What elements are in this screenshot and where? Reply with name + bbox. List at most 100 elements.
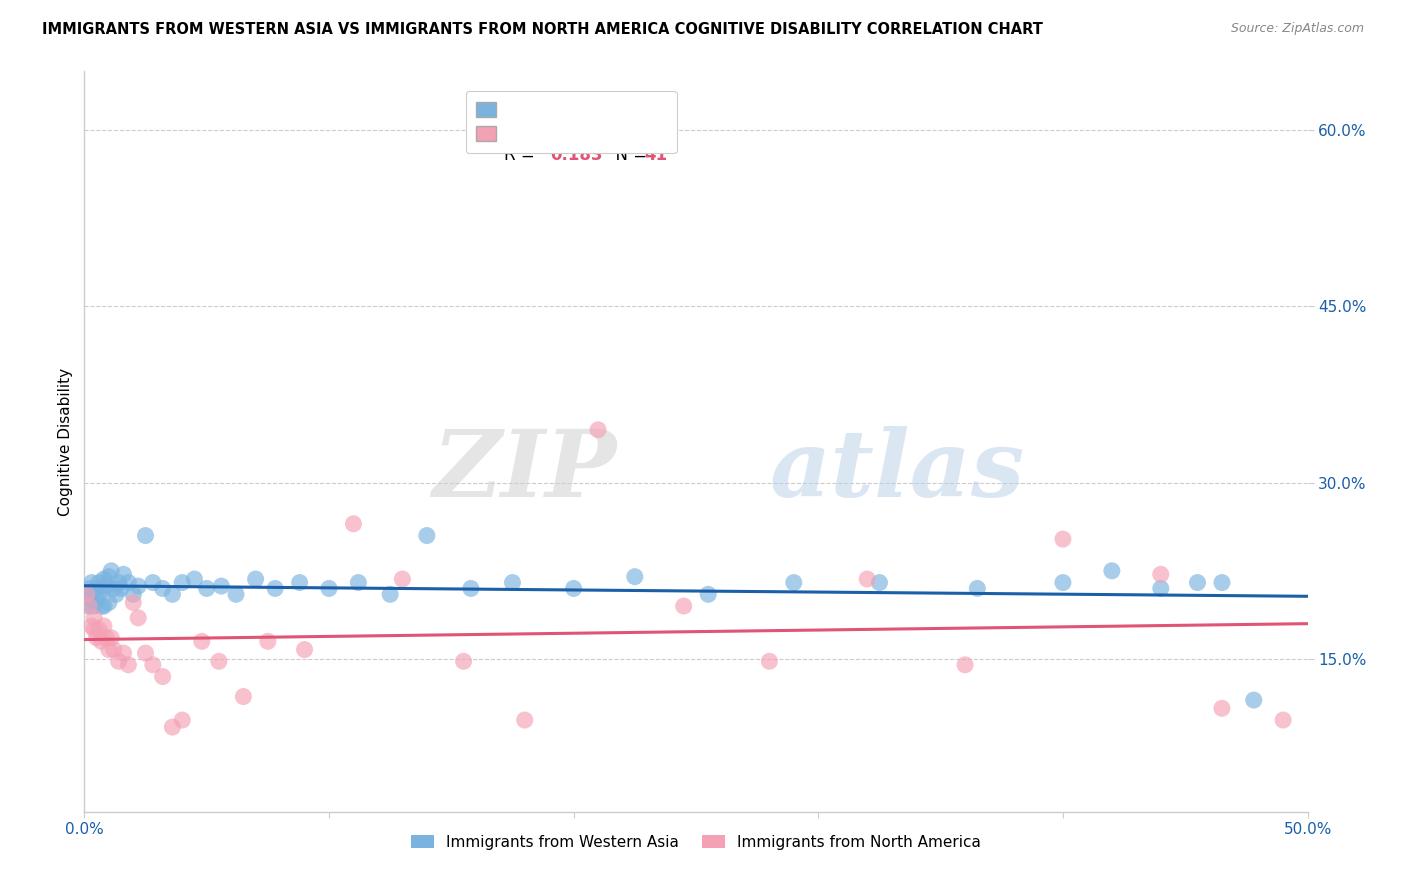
Point [697, 587, 720, 601]
Text: 57: 57 [644, 112, 668, 130]
Text: N =: N = [606, 112, 652, 130]
Point [86, 631, 108, 645]
Point [93, 599, 115, 613]
Point [142, 575, 165, 590]
Point [288, 575, 311, 590]
Point [142, 657, 165, 672]
Point [100, 631, 122, 645]
Point [1211, 701, 1233, 715]
Point [1187, 575, 1209, 590]
Point [183, 572, 205, 586]
Point [380, 587, 402, 601]
Point [1243, 693, 1265, 707]
Point [1150, 582, 1173, 596]
Point [97, 642, 120, 657]
Point [90, 634, 112, 648]
Text: 41: 41 [644, 146, 668, 164]
Point [1052, 532, 1074, 546]
Point [869, 575, 891, 590]
Point [135, 528, 157, 542]
Point [93, 619, 115, 633]
Point [87, 575, 110, 590]
Point [1211, 575, 1233, 590]
Point [96, 579, 118, 593]
Point [856, 572, 879, 586]
Point [83, 611, 105, 625]
Point [672, 599, 695, 613]
Point [110, 582, 132, 596]
Point [1052, 575, 1074, 590]
Point [77, 599, 100, 613]
Point [783, 575, 806, 590]
Point [416, 528, 439, 542]
Point [80, 619, 103, 633]
Point [208, 654, 231, 668]
Point [264, 582, 287, 596]
Point [80, 593, 103, 607]
Point [87, 623, 110, 637]
Text: atlas: atlas [769, 426, 1025, 516]
Point [117, 575, 139, 590]
Point [195, 582, 218, 596]
Point [86, 593, 108, 607]
Point [1272, 713, 1295, 727]
Point [152, 582, 174, 596]
Point [90, 582, 112, 596]
Point [1150, 567, 1173, 582]
Point [758, 654, 780, 668]
Point [562, 582, 585, 596]
Point [122, 587, 145, 601]
Point [191, 634, 214, 648]
Point [318, 582, 340, 596]
Point [77, 582, 100, 596]
Point [103, 642, 125, 657]
Text: N =: N = [606, 146, 652, 164]
Point [100, 564, 122, 578]
Text: 0.041: 0.041 [550, 112, 603, 130]
Point [342, 516, 364, 531]
Text: R =: R = [503, 112, 540, 130]
Point [162, 720, 184, 734]
Point [966, 582, 988, 596]
Point [624, 570, 647, 584]
Point [152, 669, 174, 683]
Point [294, 642, 316, 657]
Point [86, 582, 108, 596]
Point [1101, 564, 1123, 578]
Point [502, 575, 524, 590]
Point [162, 587, 184, 601]
Point [122, 595, 145, 609]
Legend: Immigrants from Western Asia, Immigrants from North America: Immigrants from Western Asia, Immigrants… [405, 829, 987, 856]
Text: IMMIGRANTS FROM WESTERN ASIA VS IMMIGRANTS FROM NORTH AMERICA COGNITIVE DISABILI: IMMIGRANTS FROM WESTERN ASIA VS IMMIGRAN… [42, 22, 1043, 37]
Point [112, 567, 135, 582]
Point [93, 572, 115, 586]
Point [391, 572, 413, 586]
Point [90, 599, 112, 613]
Point [107, 575, 129, 590]
Point [513, 713, 536, 727]
Point [107, 654, 129, 668]
Point [453, 654, 475, 668]
Point [117, 657, 139, 672]
Point [83, 583, 105, 598]
Point [586, 423, 609, 437]
Point [172, 713, 194, 727]
Point [460, 582, 482, 596]
Point [953, 657, 976, 672]
Point [172, 575, 194, 590]
Point [76, 587, 98, 601]
Point [232, 690, 254, 704]
Point [77, 599, 100, 613]
Point [112, 646, 135, 660]
Text: R =: R = [503, 146, 540, 164]
Point [225, 587, 247, 601]
Point [135, 646, 157, 660]
Point [97, 570, 120, 584]
Point [80, 575, 103, 590]
Point [76, 587, 98, 601]
Point [127, 579, 149, 593]
Point [96, 631, 118, 645]
Point [97, 595, 120, 609]
Point [87, 587, 110, 601]
Y-axis label: Cognitive Disability: Cognitive Disability [58, 368, 73, 516]
